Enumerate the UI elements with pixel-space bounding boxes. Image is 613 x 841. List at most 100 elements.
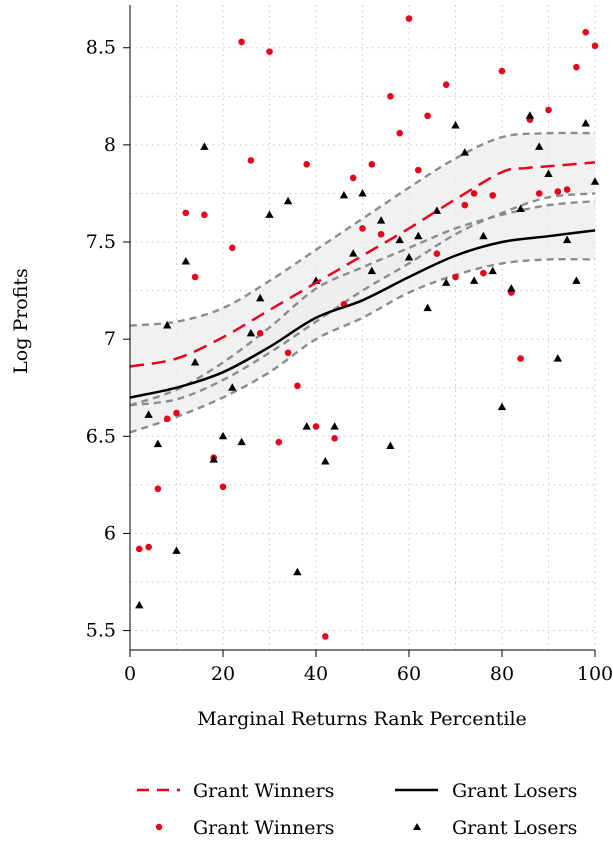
winner-point bbox=[377, 230, 385, 238]
winner-point bbox=[266, 48, 273, 55]
winner-point bbox=[303, 161, 311, 168]
loser-point bbox=[553, 354, 562, 362]
loser-point bbox=[246, 328, 256, 337]
winner-point bbox=[573, 63, 580, 71]
legend-dot-swatch bbox=[155, 823, 163, 831]
winner-point bbox=[182, 209, 190, 217]
x-axis-title: Marginal Returns Rank Percentile bbox=[197, 708, 527, 730]
winner-point bbox=[517, 355, 524, 362]
legend-label: Grant Winners bbox=[193, 780, 334, 802]
winner-point bbox=[201, 211, 208, 219]
winner-point bbox=[284, 349, 292, 357]
loser-point bbox=[507, 284, 516, 292]
loser-point bbox=[497, 402, 507, 411]
ci-band-fill bbox=[130, 132, 595, 406]
loser-point bbox=[488, 266, 497, 275]
loser-point bbox=[293, 567, 302, 576]
loser-point bbox=[209, 455, 218, 463]
loser-point bbox=[414, 231, 423, 240]
winner-point bbox=[238, 38, 245, 46]
winner-point bbox=[368, 161, 376, 168]
x-tick-label: 60 bbox=[397, 663, 421, 685]
losers-fit-line bbox=[129, 229, 596, 399]
ci-band-lower-line bbox=[129, 192, 596, 407]
legend-item-losers-triangles: Grant Losers bbox=[413, 817, 577, 839]
loser-point bbox=[590, 177, 600, 185]
winner-point bbox=[489, 192, 497, 199]
winner-point bbox=[452, 273, 459, 281]
legend-label: Grant Winners bbox=[193, 817, 334, 839]
y-axis-title: Log Profits bbox=[10, 268, 32, 374]
winner-point bbox=[442, 81, 450, 88]
fit-lines bbox=[129, 161, 596, 399]
loser-point bbox=[144, 410, 153, 418]
loser-point bbox=[572, 276, 581, 284]
x-tick-label: 80 bbox=[490, 663, 514, 685]
loser-point bbox=[376, 216, 386, 224]
loser-point bbox=[330, 422, 339, 430]
winner-point bbox=[145, 543, 152, 551]
winner-point bbox=[322, 633, 329, 640]
loser-point bbox=[153, 439, 163, 448]
loser-point bbox=[544, 169, 553, 178]
y-tick-label: 6 bbox=[104, 522, 116, 544]
loser-point bbox=[386, 441, 395, 450]
y-tick-label: 8 bbox=[104, 134, 116, 156]
legend-label: Grant Losers bbox=[452, 817, 577, 839]
x-axis-ticks: 0 20 40 60 80 100 bbox=[124, 650, 613, 685]
loser-point bbox=[535, 142, 544, 150]
winner-point bbox=[415, 166, 422, 174]
winner-point bbox=[312, 423, 320, 430]
loser-point bbox=[358, 188, 367, 197]
ci-band-lower-line bbox=[129, 258, 596, 434]
winner-point bbox=[545, 106, 552, 114]
x-tick-label: 20 bbox=[211, 663, 235, 685]
loser-point bbox=[525, 111, 535, 119]
x-tick-label: 40 bbox=[304, 663, 328, 685]
scatter-points bbox=[135, 15, 600, 640]
y-tick-label: 6.5 bbox=[86, 425, 116, 447]
y-tick-label: 7 bbox=[104, 328, 116, 350]
loser-point bbox=[404, 253, 414, 261]
winner-point bbox=[554, 188, 562, 195]
winner-point bbox=[591, 42, 599, 50]
winner-point bbox=[480, 269, 487, 277]
loser-point bbox=[237, 437, 246, 446]
winner-point bbox=[219, 483, 227, 491]
loser-point bbox=[302, 422, 311, 430]
legend: Grant Winners Grant Losers Grant Winners… bbox=[137, 780, 577, 839]
winners-fit-line bbox=[129, 161, 596, 368]
winner-point bbox=[331, 434, 338, 442]
loser-point bbox=[460, 148, 469, 156]
winner-point bbox=[349, 174, 357, 182]
winner-point bbox=[229, 244, 236, 252]
winner-point bbox=[154, 485, 162, 493]
y-axis-ticks: 5.5 6 6.5 7 7.5 8 8.5 bbox=[86, 37, 130, 642]
loser-point bbox=[432, 206, 442, 214]
loser-point bbox=[442, 278, 451, 286]
loser-point bbox=[200, 142, 209, 150]
loser-point bbox=[172, 546, 181, 554]
winner-point bbox=[247, 157, 255, 164]
winner-point bbox=[396, 129, 404, 137]
loser-point bbox=[349, 249, 358, 257]
winner-point bbox=[433, 250, 441, 257]
winner-point bbox=[424, 112, 431, 120]
loser-point bbox=[135, 600, 144, 609]
loser-point bbox=[265, 210, 274, 218]
winner-point bbox=[563, 186, 571, 193]
loser-point bbox=[256, 293, 265, 302]
confidence-bands bbox=[129, 131, 596, 434]
x-tick-label: 100 bbox=[577, 663, 613, 685]
loser-point bbox=[163, 321, 172, 329]
y-tick-label: 5.5 bbox=[86, 620, 116, 642]
loser-point bbox=[181, 256, 190, 265]
loser-point bbox=[321, 457, 330, 465]
winner-point bbox=[461, 201, 469, 209]
winner-point bbox=[535, 190, 543, 197]
winner-point bbox=[470, 190, 478, 197]
loser-point bbox=[228, 383, 237, 391]
loser-point bbox=[423, 303, 432, 312]
winner-point bbox=[405, 15, 413, 22]
loser-point bbox=[395, 235, 404, 244]
